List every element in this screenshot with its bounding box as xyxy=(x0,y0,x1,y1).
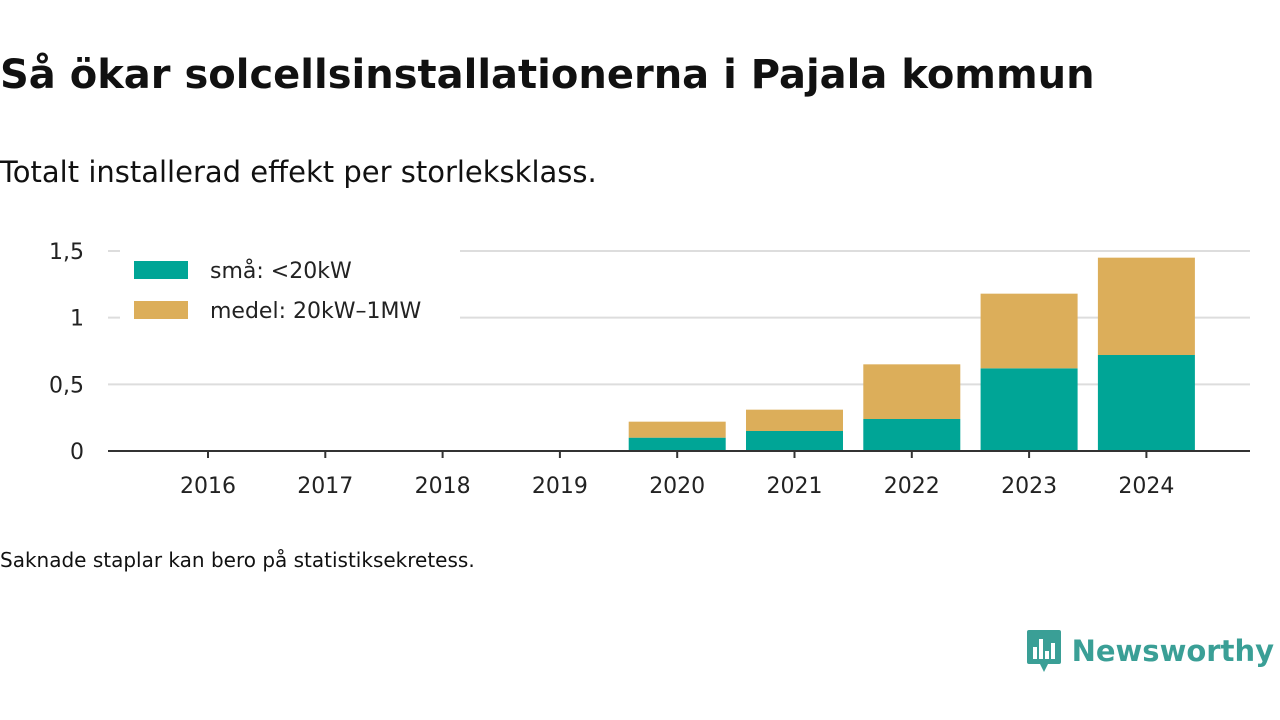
x-tick-label: 2021 xyxy=(767,474,823,499)
bar-medel-2020 xyxy=(628,421,726,438)
x-tick-label: 2024 xyxy=(1118,474,1174,499)
chart-subtitle: Totalt installerad effekt per storlekskl… xyxy=(0,155,597,189)
newsworthy-logo-text: Newsworthy xyxy=(1071,634,1274,668)
bar-sma-2023 xyxy=(980,368,1078,451)
x-tick-label: 2016 xyxy=(180,474,236,499)
newsworthy-logo: Newsworthy xyxy=(1026,628,1274,674)
x-tick-label: 2017 xyxy=(297,474,353,499)
y-axis-tick-labels: 0 0,5 1 1,5 xyxy=(49,240,84,465)
bar-sma-2022 xyxy=(863,419,961,451)
x-tick-label: 2023 xyxy=(1001,474,1057,499)
y-tick-label: 0 xyxy=(70,440,84,465)
bar-sma-2020 xyxy=(628,437,726,451)
y-tick-label: 0,5 xyxy=(49,373,84,398)
chart-title: Så ökar solcellsinstallationerna i Pajal… xyxy=(0,52,1095,98)
legend-label-sma: små: <20kW xyxy=(210,258,352,284)
bar-sma-2024 xyxy=(1097,355,1195,451)
legend-swatch-sma xyxy=(134,261,188,279)
y-tick-label: 1,5 xyxy=(49,240,84,265)
y-tick-label: 1 xyxy=(70,307,84,332)
bar-sma-2021 xyxy=(746,431,843,451)
legend-label-medel: medel: 20kW–1MW xyxy=(210,299,421,324)
bar-medel-2024 xyxy=(1097,257,1195,355)
bar-medel-2023 xyxy=(980,293,1078,369)
x-tick-label: 2019 xyxy=(532,474,588,499)
newsworthy-logo-icon xyxy=(1026,630,1061,672)
footnote: Saknade staplar kan bero på statistiksek… xyxy=(0,548,475,572)
legend: små: <20kW medel: 20kW–1MW xyxy=(120,245,460,331)
x-tick-label: 2018 xyxy=(415,474,471,499)
bar-medel-2021 xyxy=(746,409,843,431)
x-tick-label: 2020 xyxy=(649,474,705,499)
bar-chart: 0 0,5 1 1,5 2016 2017 2018 2019 2020 2021 2022 202… xyxy=(49,240,1250,499)
bars xyxy=(628,257,1195,451)
x-axis-tick-labels: 2016 2017 2018 2019 2020 2021 2022 2023 2024 xyxy=(180,451,1174,499)
x-tick-label: 2022 xyxy=(884,474,940,499)
bar-medel-2022 xyxy=(863,364,961,419)
legend-swatch-medel xyxy=(134,301,188,319)
